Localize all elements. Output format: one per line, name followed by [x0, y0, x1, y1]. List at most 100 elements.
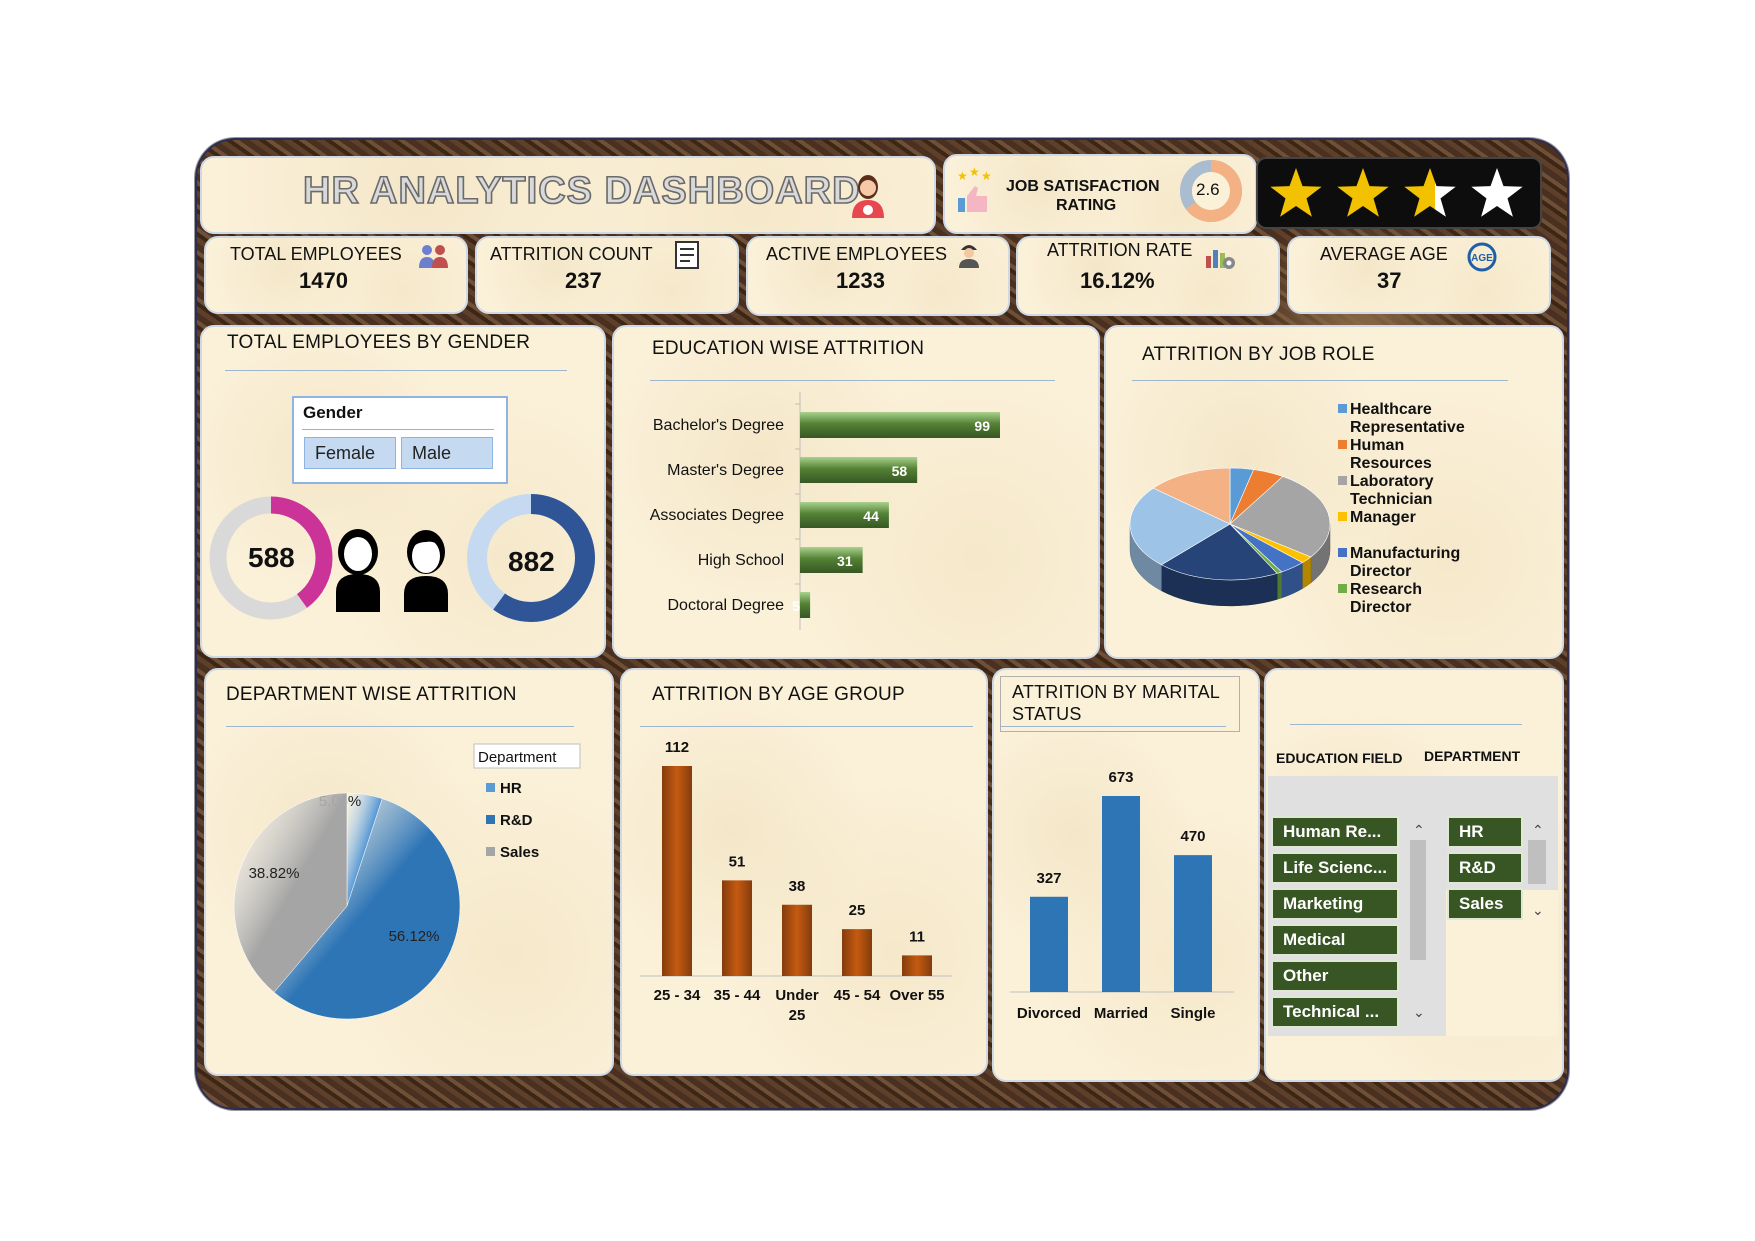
worker-icon: [959, 245, 979, 268]
bar: [902, 955, 932, 976]
education-field-item[interactable]: Medical: [1271, 924, 1399, 956]
data-label: 44: [863, 508, 879, 524]
bar: [800, 592, 811, 618]
bar: [842, 929, 872, 976]
education-field-item[interactable]: Technical ...: [1271, 996, 1399, 1028]
scroll-down-icon[interactable]: ⌄: [1413, 1004, 1425, 1020]
legend-label: Manufacturing Director: [1350, 545, 1460, 580]
title-underline: [1000, 726, 1226, 727]
data-label: 38.82%: [249, 865, 300, 882]
bar: [800, 457, 918, 483]
svg-text:AGE: AGE: [1471, 253, 1493, 264]
education-bar-chart: Bachelor's Degree 99 Master's Degree 58 Asso…: [650, 392, 1000, 630]
department-item[interactable]: Sales: [1447, 888, 1523, 920]
pie-slice: [1129, 487, 1231, 566]
legend-swatch: [1338, 548, 1347, 557]
data-label: 51: [729, 853, 746, 870]
gender-option-male[interactable]: Male: [401, 437, 493, 469]
female-icon: [336, 529, 380, 612]
bar: [800, 502, 889, 528]
data-label: 38: [789, 878, 806, 895]
legend-swatch: [1338, 440, 1347, 449]
gender-card: [200, 325, 606, 658]
gender-donuts: [209, 494, 595, 622]
category-label: Doctoral Degree: [668, 597, 785, 614]
data-label: 31: [837, 553, 853, 569]
education-field-item[interactable]: Human Re...: [1271, 816, 1399, 848]
data-label: 99: [974, 418, 990, 434]
category-label: Associates Degree: [650, 507, 784, 524]
dept-slicer-scrollbar[interactable]: [1528, 840, 1546, 884]
kpi-value: 237: [565, 268, 602, 293]
data-label: 5: [792, 598, 800, 614]
bar: [782, 904, 812, 976]
department-item[interactable]: HR: [1447, 816, 1523, 848]
department-slicer-title: DEPARTMENT: [1424, 748, 1521, 764]
bar: [1102, 796, 1140, 992]
title-underline: [225, 370, 567, 371]
legend-swatch: [1338, 476, 1347, 485]
slicer-underline: [1290, 724, 1522, 725]
bar: [800, 547, 863, 573]
kpi-value: 1233: [836, 268, 885, 293]
male-icon: [404, 530, 448, 612]
scroll-up-icon[interactable]: ⌃: [1413, 822, 1425, 838]
legend-label: Human Resources: [1350, 437, 1432, 472]
legend-label: Laboratory Technician: [1350, 473, 1434, 508]
edu-slicer-scrollbar[interactable]: [1410, 840, 1426, 960]
category-label: High School: [698, 552, 784, 569]
education-attrition-title: EDUCATION WISE ATTRITION: [652, 338, 925, 359]
pie-side: [1276, 571, 1282, 600]
svg-text:★: ★: [957, 169, 968, 183]
legend-swatch: [486, 783, 495, 792]
thumbs-up-star-icon: ★ ★ ★: [957, 168, 992, 212]
education-field-item[interactable]: Marketing: [1271, 888, 1399, 920]
category-label: 35 - 44: [714, 987, 761, 1004]
pie-slice: [1152, 467, 1231, 525]
bar: [800, 412, 1000, 438]
education-field-item[interactable]: Life Scienc...: [1271, 852, 1399, 884]
rating-star-icon: [1404, 168, 1456, 217]
age-icon: AGE: [1467, 242, 1497, 272]
department-title: DEPARTMENT WISE ATTRITION: [226, 684, 517, 705]
bar: [662, 766, 692, 976]
rating-stars-panel: [1256, 157, 1542, 229]
bar: [1174, 855, 1212, 992]
category-label: 45 - 54: [834, 987, 881, 1004]
scroll-up-icon[interactable]: ⌃: [1532, 822, 1544, 838]
svg-text:★: ★: [981, 169, 992, 183]
pie-slice: [233, 792, 348, 993]
header-card: [200, 156, 936, 234]
title-underline: [640, 726, 973, 727]
age-group-bar-chart: 112 25 - 34 51 35 - 44 38 Under 25 25 45 - 54 11 O…: [640, 739, 952, 1024]
marital-title-2: STATUS: [1012, 704, 1082, 724]
education-field-item[interactable]: Other: [1271, 960, 1399, 992]
department-item[interactable]: R&D: [1447, 852, 1523, 884]
legend-swatch: [1338, 584, 1347, 593]
job-satisfaction-label: JOB SATISFACTION: [1006, 178, 1160, 195]
kpi-value: 37: [1377, 268, 1402, 293]
legend-swatch: [486, 847, 495, 856]
data-label: 25: [849, 902, 866, 919]
marital-title: ATTRITION BY MARITAL: [1012, 682, 1221, 702]
legend-title-box: [473, 743, 581, 769]
scroll-down-icon[interactable]: ⌄: [1532, 902, 1544, 918]
category-label: Over 55: [889, 987, 944, 1004]
legend-label: R&D: [500, 812, 533, 829]
bar: [722, 880, 752, 976]
category-label: Divorced: [1017, 1005, 1081, 1022]
gender-option-female[interactable]: Female: [304, 437, 396, 469]
category-label: Single: [1170, 1005, 1215, 1022]
hr-person-icon: [852, 175, 884, 218]
legend-swatch: [486, 815, 495, 824]
job-role-card: [1104, 325, 1564, 659]
category-label: Master's Degree: [667, 462, 784, 479]
satisfaction-donut: [1180, 160, 1242, 222]
data-label: 112: [665, 739, 689, 756]
education-attrition-card: [612, 325, 1100, 659]
category-label: Bachelor's Degree: [653, 417, 784, 434]
rating-star-icon: [1337, 168, 1389, 217]
slicer-divider: [302, 429, 494, 430]
